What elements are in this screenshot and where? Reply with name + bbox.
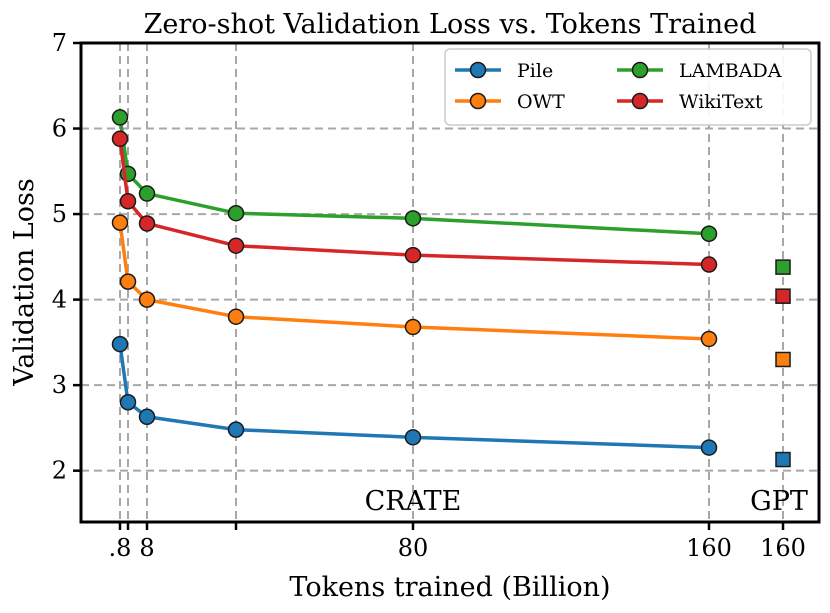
crate-annotation: CRATE xyxy=(365,486,462,517)
legend-swatch-marker xyxy=(631,92,649,110)
legend-item-pile: Pile xyxy=(455,60,553,82)
data-point xyxy=(227,421,245,438)
data-point xyxy=(404,210,422,227)
data-point xyxy=(227,204,245,222)
legend: Pile OWT LAMBADA WikiText xyxy=(444,48,812,126)
data-point xyxy=(227,308,245,325)
gpt-marker-owt xyxy=(775,351,791,368)
legend-label: LAMBADA xyxy=(679,60,782,82)
series-line xyxy=(118,117,710,236)
data-point xyxy=(119,394,137,411)
series-wikitext xyxy=(111,130,718,273)
data-point xyxy=(138,215,156,232)
data-point xyxy=(111,214,129,231)
x-tick-label: 160 xyxy=(760,534,806,562)
y-tick-label: 5 xyxy=(52,200,67,228)
y-tick-label: 4 xyxy=(52,286,67,314)
data-point xyxy=(111,130,129,148)
series-line xyxy=(118,138,710,267)
x-tick-label: 8 xyxy=(139,534,154,562)
gpt-reference-markers xyxy=(775,259,791,468)
legend-item-lambada: LAMBADA xyxy=(617,60,782,82)
gpt-marker-lambada xyxy=(775,259,791,275)
y-tick-label: 3 xyxy=(52,371,67,399)
series-lambada xyxy=(111,109,718,242)
data-point xyxy=(404,318,422,336)
legend-box xyxy=(444,48,812,126)
data-point xyxy=(111,109,129,126)
x-tick-label: 80 xyxy=(398,534,429,562)
legend-label: Pile xyxy=(517,60,553,82)
series-pile xyxy=(111,335,718,456)
chart-title: Zero-shot Validation Loss vs. Tokens Tra… xyxy=(144,9,757,40)
legend-item-wikitext: WikiText xyxy=(617,91,763,113)
data-point xyxy=(700,439,718,456)
axis-ticks: 2 3 4 5 6 7 .8 8 80 160 160 xyxy=(52,29,806,562)
series-owt xyxy=(111,214,718,348)
data-point xyxy=(700,225,718,242)
data-point xyxy=(404,429,422,446)
y-tick-label: 2 xyxy=(52,457,67,485)
data-point xyxy=(138,185,156,202)
legend-swatch-marker xyxy=(631,61,649,79)
data-point xyxy=(138,291,156,308)
legend-swatch-marker xyxy=(469,92,487,110)
series-line xyxy=(118,222,710,341)
gpt-marker-pile xyxy=(775,451,791,468)
x-tick-label: 160 xyxy=(686,534,732,562)
legend-item-owt: OWT xyxy=(455,91,565,113)
data-point xyxy=(700,330,718,348)
data-point xyxy=(138,408,156,426)
plot-frame xyxy=(79,41,821,524)
data-point xyxy=(700,256,718,273)
gpt-annotation: GPT xyxy=(750,486,808,517)
series-lines xyxy=(111,109,718,456)
series-line xyxy=(118,343,710,450)
gpt-marker-wikitext xyxy=(775,288,791,304)
legend-label: OWT xyxy=(517,91,565,113)
data-point xyxy=(227,237,245,254)
data-point xyxy=(111,335,129,353)
legend-label: WikiText xyxy=(679,91,763,113)
y-axis-label: Validation Loss xyxy=(9,178,40,386)
data-point xyxy=(404,246,422,264)
data-point xyxy=(119,273,137,290)
y-tick-label: 7 xyxy=(52,29,67,57)
y-tick-label: 6 xyxy=(52,115,67,143)
x-axis-label: Tokens trained (Billion) xyxy=(289,572,610,603)
data-point xyxy=(119,192,137,210)
legend-swatch-marker xyxy=(469,61,487,79)
x-tick-label: .8 xyxy=(109,534,132,562)
